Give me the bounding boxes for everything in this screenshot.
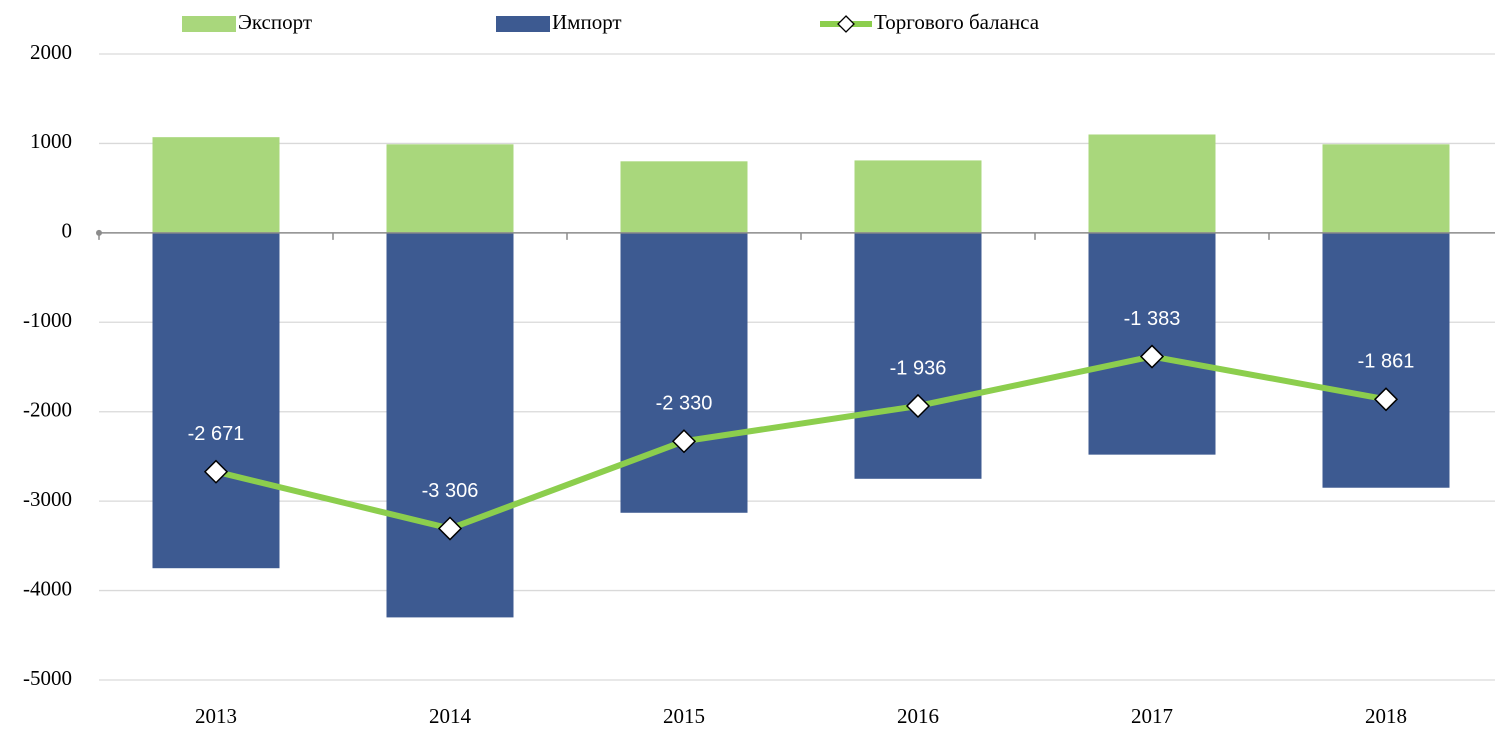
- bar: [1088, 134, 1216, 233]
- bar: [620, 232, 748, 513]
- marker: [1139, 344, 1165, 369]
- bar: [854, 232, 982, 479]
- data-label: -3 306: [422, 480, 479, 502]
- y-tick-label: -2000: [23, 398, 72, 422]
- y-tick-label: -4000: [23, 576, 72, 600]
- legend-label: Экспорт: [238, 10, 312, 34]
- marker: [905, 393, 931, 419]
- bar: [152, 232, 280, 569]
- x-tick-label: 2016: [897, 704, 939, 728]
- legend-marker: [837, 15, 855, 33]
- bar: [152, 137, 280, 233]
- data-label: -1 936: [890, 357, 947, 379]
- marker: [1373, 387, 1399, 412]
- y-tick-label: -5000: [23, 666, 72, 690]
- y-tick-label: -1000: [23, 308, 72, 332]
- legend-swatch: [182, 16, 236, 32]
- x-tick-label: 2017: [1131, 704, 1173, 728]
- bar: [1322, 144, 1450, 233]
- bar: [854, 160, 982, 233]
- bar: [1088, 232, 1216, 455]
- y-tick-label: 1000: [30, 129, 72, 153]
- bar: [386, 232, 514, 618]
- y-tick-label: -3000: [23, 487, 72, 511]
- data-label: -2 671: [188, 423, 245, 445]
- marker: [203, 459, 229, 484]
- x-tick-label: 2013: [195, 704, 237, 728]
- marker: [671, 429, 697, 454]
- bar: [1322, 232, 1450, 488]
- bar: [386, 144, 514, 233]
- y-tick-label: 2000: [30, 40, 72, 64]
- legend-label: Импорт: [552, 10, 622, 34]
- x-tick-label: 2018: [1365, 704, 1407, 728]
- data-label: -1 383: [1124, 308, 1181, 330]
- data-label: -2 330: [656, 393, 713, 415]
- x-tick-label: 2015: [663, 704, 705, 728]
- marker: [437, 516, 463, 541]
- bar: [620, 161, 748, 233]
- data-label: -1 861: [1358, 351, 1415, 373]
- line: [215, 353, 1387, 532]
- legend-swatch: [496, 16, 550, 32]
- y-tick-label: 0: [62, 219, 73, 243]
- x-tick-label: 2014: [429, 704, 472, 728]
- legend-label: Торгового баланса: [874, 10, 1040, 34]
